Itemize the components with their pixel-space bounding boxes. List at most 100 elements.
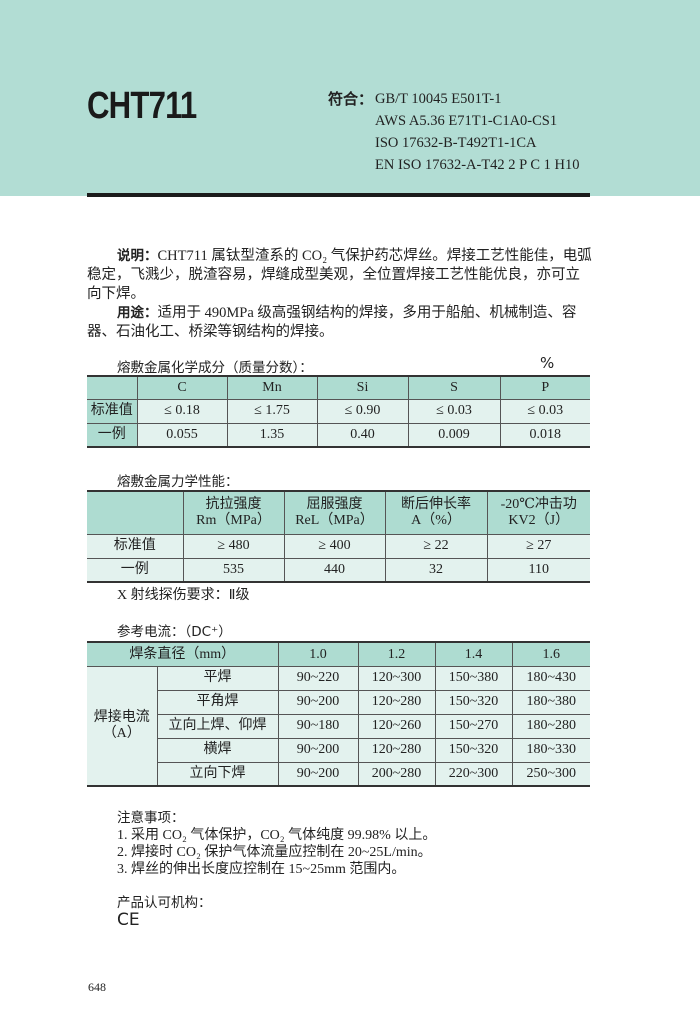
table-cell: 90~200 bbox=[277, 761, 359, 787]
current-title: 参考电流：（DC⁺） bbox=[117, 624, 232, 640]
xray-requirement: X 射线探伤要求：Ⅱ级 bbox=[117, 588, 250, 603]
table-cell: 120~260 bbox=[357, 713, 436, 739]
ce-mark-logo: CE bbox=[117, 910, 140, 930]
mech-title: 熔敷金属力学性能： bbox=[117, 474, 239, 490]
table-cell: 200~280 bbox=[357, 761, 436, 787]
table-cell: ≤ 1.75 bbox=[226, 398, 318, 424]
table-row: 标准值 ≥ 480 ≥ 400 ≥ 22 ≥ 27 bbox=[87, 533, 590, 559]
row-label: 标准值 bbox=[87, 533, 184, 559]
table-cell: 220~300 bbox=[434, 761, 513, 787]
description: 说明：CHT711 属钛型渣系的 CO₂ 气保护药芯焊丝。焊接工艺性能佳，电弧稳… bbox=[87, 247, 592, 304]
page-number: 648 bbox=[88, 980, 106, 994]
table-cell: ≤ 0.03 bbox=[499, 398, 590, 424]
table-cell: 0.40 bbox=[316, 422, 409, 448]
notes: 注意事项： 1. 采用 CO₂ 气体保护，CO₂ 气体纯度 99.98% 以上。… bbox=[117, 810, 436, 929]
table-row: 横焊 90~200 120~280 150~320 180~330 bbox=[87, 737, 590, 763]
chem-unit: % bbox=[540, 354, 555, 372]
table-cell: 180~430 bbox=[511, 665, 590, 691]
note-item: 2. 焊接时 CO₂ 保护气体流量应控制在 20~25L/min。 bbox=[117, 845, 432, 860]
column-header bbox=[87, 490, 184, 535]
note-item: 1. 采用 CO₂ 气体保护，CO₂ 气体纯度 99.98% 以上。 bbox=[117, 828, 437, 843]
column-header: 断后伸长率 A（%） bbox=[384, 490, 488, 535]
standard: AWS A5.36 E71T1-C1A0-CS1 bbox=[375, 113, 558, 129]
table-row: 焊接电流 （A） 平焊 90~220 120~300 150~380 180~430 bbox=[87, 665, 590, 787]
column-header: 焊条直径（mm） bbox=[87, 641, 279, 667]
table-cell: 0.018 bbox=[499, 422, 590, 448]
table-cell: 0.055 bbox=[136, 422, 228, 448]
usage: 用途：适用于 490MPa 级高强钢结构的焊接，多用于船舶、机械制造、容器、石油… bbox=[87, 304, 592, 342]
header-band bbox=[0, 0, 700, 196]
table-cell: 440 bbox=[283, 557, 386, 583]
table-cell: 180~330 bbox=[511, 737, 590, 763]
column-header: Si bbox=[316, 375, 409, 400]
table-cell: 535 bbox=[182, 557, 285, 583]
row-label: 平角焊 bbox=[157, 689, 279, 715]
header-rule bbox=[87, 193, 590, 197]
description-label: 说明： bbox=[117, 248, 158, 264]
table-row: 立向上焊、仰焊 90~180 120~260 150~270 180~280 bbox=[87, 713, 590, 739]
header-row: 焊条直径（mm） 1.0 1.2 1.4 1.6 bbox=[87, 641, 590, 667]
column-header: 1.6 bbox=[511, 641, 590, 667]
usage-label: 用途： bbox=[117, 305, 158, 321]
standards-list: GB/T 10045 E501T-1 AWS A5.36 E71T1-C1A0-… bbox=[375, 88, 579, 176]
notes-title: 注意事项： bbox=[117, 810, 185, 826]
table-cell: 90~200 bbox=[277, 689, 359, 715]
cert-title: 产品认可机构： bbox=[117, 895, 212, 911]
table-cell: ≤ 0.90 bbox=[316, 398, 409, 424]
table-cell: 150~320 bbox=[434, 689, 513, 715]
mechanical-properties-table: 抗拉强度 Rm（MPa） 屈服强度 ReL（MPa） 断后伸长率 A（%） -20℃冲… bbox=[87, 490, 590, 583]
table-row: 一例 0.055 1.35 0.40 0.009 0.018 bbox=[87, 422, 590, 448]
column-header: Mn bbox=[226, 375, 318, 400]
column-header: 屈服强度 ReL（MPa） bbox=[283, 490, 386, 535]
table-cell: 1.35 bbox=[226, 422, 318, 448]
table-cell: ≤ 0.03 bbox=[407, 398, 501, 424]
product-title: CHT711 bbox=[87, 85, 197, 127]
table-cell: 90~220 bbox=[277, 665, 359, 691]
column-header: 1.2 bbox=[357, 641, 436, 667]
standard: ISO 17632-B-T492T1-1CA bbox=[375, 135, 537, 151]
table-cell: 110 bbox=[486, 557, 590, 583]
column-header: 1.0 bbox=[277, 641, 359, 667]
table-cell: ≥ 400 bbox=[283, 533, 386, 559]
column-header: C bbox=[136, 375, 228, 400]
table-row: 标准值 ≤ 0.18 ≤ 1.75 ≤ 0.90 ≤ 0.03 ≤ 0.03 bbox=[87, 398, 590, 424]
usage-text: 适用于 490MPa 级高强钢结构的焊接，多用于船舶、机械制造、容器、石油化工、… bbox=[87, 305, 577, 340]
header-row: 抗拉强度 Rm（MPa） 屈服强度 ReL（MPa） 断后伸长率 A（%） -20℃冲… bbox=[87, 490, 590, 535]
row-group-label: 焊接电流 （A） bbox=[87, 665, 158, 787]
column-header: -20℃冲击功 KV2（J） bbox=[486, 490, 590, 535]
note-item: 3. 焊丝的伸出长度应控制在 15~25mm 范围内。 bbox=[117, 862, 406, 877]
table-row: 平角焊 90~200 120~280 150~320 180~380 bbox=[87, 689, 590, 715]
row-label: 平焊 bbox=[156, 665, 279, 691]
table-cell: 120~300 bbox=[357, 665, 436, 691]
table-cell: 150~380 bbox=[434, 665, 513, 691]
table-cell: 150~320 bbox=[434, 737, 513, 763]
table-cell: ≤ 0.18 bbox=[136, 398, 228, 424]
table-cell: 90~200 bbox=[277, 737, 359, 763]
table-cell: 0.009 bbox=[407, 422, 501, 448]
table-cell: 180~280 bbox=[511, 713, 590, 739]
row-label: 立向下焊 bbox=[157, 761, 279, 787]
table-cell: 120~280 bbox=[357, 737, 436, 763]
column-header bbox=[87, 375, 138, 400]
row-label: 标准值 bbox=[87, 398, 138, 424]
chemical-composition-table: C Mn Si S P 标准值 ≤ 0.18 ≤ 1.75 ≤ 0.90 ≤ 0.03 ≤ 0.03… bbox=[87, 375, 590, 448]
standard: EN ISO 17632-A-T42 2 P C 1 H10 bbox=[375, 157, 580, 173]
standards-label: 符合： bbox=[328, 90, 374, 108]
column-header: P bbox=[499, 375, 590, 400]
table-cell: 90~180 bbox=[277, 713, 359, 739]
column-header: 1.4 bbox=[434, 641, 513, 667]
table-cell: 250~300 bbox=[511, 761, 590, 787]
description-text: CHT711 属钛型渣系的 CO₂ 气保护药芯焊丝。焊接工艺性能佳，电弧稳定，飞… bbox=[87, 248, 592, 302]
table-cell: ≥ 22 bbox=[384, 533, 488, 559]
reference-current-table: 焊条直径（mm） 1.0 1.2 1.4 1.6 焊接电流 （A） 平焊 90~220 120~… bbox=[87, 641, 590, 787]
table-row: 立向下焊 90~200 200~280 220~300 250~300 bbox=[87, 761, 590, 787]
row-label: 一例 bbox=[87, 422, 138, 448]
table-cell: 120~280 bbox=[357, 689, 436, 715]
table-cell: ≥ 480 bbox=[182, 533, 285, 559]
column-header: 抗拉强度 Rm（MPa） bbox=[182, 490, 285, 535]
chem-title: 熔敷金属化学成分（质量分数）： bbox=[117, 360, 313, 376]
column-header: S bbox=[407, 375, 501, 400]
standard: GB/T 10045 E501T-1 bbox=[375, 91, 502, 107]
row-label: 横焊 bbox=[157, 737, 279, 763]
table-cell: 150~270 bbox=[434, 713, 513, 739]
